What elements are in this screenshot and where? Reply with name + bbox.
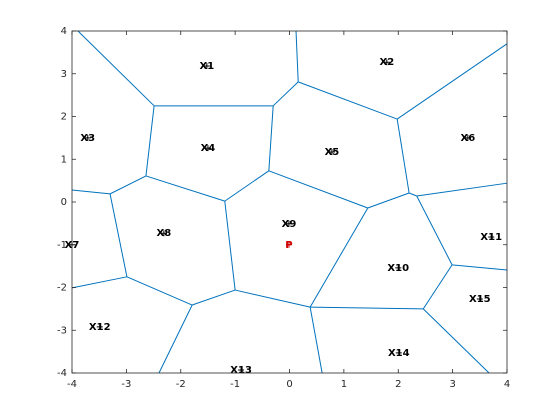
voronoi-edge: [422, 264, 453, 310]
y-tick-label: -1: [57, 240, 67, 251]
x-tick-label: -4: [67, 379, 77, 390]
y-tick-label: -3: [57, 325, 67, 336]
voronoi-edge: [452, 264, 508, 271]
voronoi-edge: [416, 182, 508, 197]
y-tick-label: 1: [61, 154, 67, 165]
y-tick-label: 2: [61, 112, 67, 123]
x-tick-label: 2: [395, 379, 401, 390]
site-marker: [285, 241, 292, 248]
voronoi-edge: [416, 195, 453, 266]
site-marker: [204, 145, 211, 152]
voronoi-edge: [158, 304, 193, 374]
site-label: X11: [480, 232, 502, 243]
voronoi-edge: [272, 81, 299, 107]
voronoi-edge: [224, 201, 236, 291]
voronoi-edge: [224, 170, 270, 202]
site-marker: [488, 234, 495, 241]
voronoi-edge: [396, 118, 410, 194]
site-label: X1: [200, 61, 215, 72]
voronoi-edge: [192, 289, 236, 306]
x-tick-label: 4: [504, 379, 510, 390]
voronoi-edge: [109, 175, 147, 195]
voronoi-edge: [422, 308, 490, 374]
site-marker: [285, 220, 292, 227]
site-label: X8: [157, 228, 172, 239]
site-label: X14: [388, 348, 410, 359]
voronoi-edge: [145, 175, 225, 202]
site-label: X6: [461, 133, 476, 144]
site-label: X13: [230, 365, 252, 376]
site-label: X4: [201, 143, 216, 154]
x-tick-label: -1: [230, 379, 240, 390]
voronoi-edge: [71, 189, 111, 195]
site-marker: [395, 349, 402, 356]
site-label: X3: [80, 133, 95, 144]
voronoi-edge: [77, 30, 155, 107]
site-marker: [383, 59, 390, 66]
y-tick-label: 3: [61, 69, 67, 80]
site-marker: [96, 323, 103, 330]
voronoi-edge: [109, 193, 128, 277]
voronoi-edge: [268, 170, 368, 209]
voronoi-edge: [310, 306, 424, 310]
voronoi-edge: [268, 105, 274, 171]
site-label: X9: [282, 219, 297, 230]
voronoi-edge: [396, 43, 508, 120]
voronoi-edge: [298, 81, 398, 120]
site-marker: [238, 367, 245, 374]
voronoi-edge: [71, 276, 128, 289]
site-label: P: [285, 240, 292, 251]
site-marker: [160, 230, 167, 237]
site-marker: [328, 148, 335, 155]
site-marker: [395, 264, 402, 271]
voronoi-edge: [309, 307, 323, 374]
voronoi-edge: [126, 276, 193, 306]
y-tick-label: -2: [57, 283, 67, 294]
site-marker: [203, 63, 210, 70]
voronoi-edge: [309, 207, 369, 308]
axes-box: [71, 30, 508, 374]
voronoi-edge: [367, 192, 410, 209]
site-marker: [84, 134, 91, 141]
y-tick-label: 4: [61, 26, 67, 37]
x-tick-label: 1: [341, 379, 347, 390]
site-label: X2: [379, 57, 394, 68]
voronoi-edge: [235, 289, 311, 308]
site-label: X12: [89, 322, 111, 333]
x-tick-label: -3: [121, 379, 131, 390]
x-tick-label: -2: [176, 379, 186, 390]
y-tick-label: 0: [61, 197, 67, 208]
site-label: X15: [469, 294, 491, 305]
site-label: X10: [387, 263, 409, 274]
x-tick-label: 3: [449, 379, 455, 390]
x-tick-label: 0: [286, 379, 292, 390]
site-label: X5: [325, 147, 340, 158]
site-marker: [464, 134, 471, 141]
voronoi-edge: [408, 192, 417, 197]
site-marker: [476, 296, 483, 303]
voronoi-edge: [295, 30, 299, 82]
y-tick-label: -4: [57, 368, 67, 379]
voronoi-edge: [145, 105, 155, 176]
